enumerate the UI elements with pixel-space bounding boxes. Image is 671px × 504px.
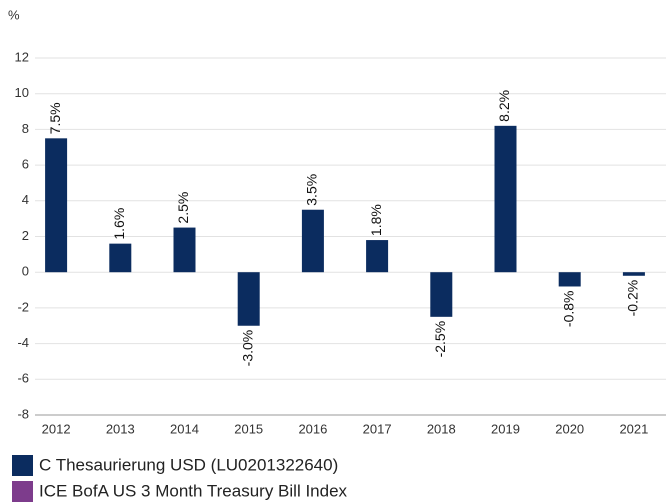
- legend-swatch: [12, 455, 33, 476]
- y-axis-label: %: [8, 7, 20, 22]
- y-tick-label: 0: [22, 264, 29, 279]
- bar: [558, 272, 581, 287]
- value-label: 3.5%: [304, 174, 320, 206]
- y-tick-label: 6: [22, 157, 29, 172]
- y-tick-label: 12: [15, 49, 29, 64]
- x-tick-label: 2016: [298, 421, 327, 436]
- value-label: -0.8%: [560, 290, 576, 327]
- bar: [301, 209, 324, 273]
- x-tick-label: 2021: [619, 421, 648, 436]
- x-tick-label: 2018: [427, 421, 456, 436]
- x-tick-label: 2014: [170, 421, 199, 436]
- y-tick-label: 4: [22, 192, 29, 207]
- bar: [622, 272, 645, 276]
- y-tick-label: 2: [22, 228, 29, 243]
- value-label: 1.8%: [368, 204, 384, 236]
- value-label: 2.5%: [175, 192, 191, 224]
- legend-label: C Thesaurierung USD (LU0201322640): [39, 455, 338, 474]
- bar: [366, 240, 389, 273]
- y-tick-label: 8: [22, 121, 29, 136]
- value-label: 1.6%: [111, 208, 127, 240]
- value-label: -0.2%: [625, 280, 641, 317]
- bar: [237, 272, 260, 326]
- legend-label: ICE BofA US 3 Month Treasury Bill Index: [39, 481, 348, 500]
- x-tick-label: 2017: [363, 421, 392, 436]
- bar: [109, 243, 132, 273]
- y-tick-label: -8: [17, 406, 29, 421]
- x-tick-label: 2012: [42, 421, 71, 436]
- value-label: -2.5%: [432, 321, 448, 358]
- y-tick-label: -6: [17, 371, 29, 386]
- legend-swatch: [12, 481, 33, 502]
- bar: [45, 138, 68, 273]
- y-tick-label: 10: [15, 85, 29, 100]
- x-tick-label: 2019: [491, 421, 520, 436]
- value-label: 7.5%: [47, 102, 63, 134]
- value-label: 8.2%: [496, 90, 512, 122]
- x-tick-label: 2020: [555, 421, 584, 436]
- x-tick-label: 2015: [234, 421, 263, 436]
- bar: [430, 272, 453, 317]
- value-label: -3.0%: [239, 330, 255, 367]
- bar: [494, 125, 517, 273]
- x-tick-label: 2013: [106, 421, 135, 436]
- y-tick-label: -4: [17, 335, 29, 350]
- y-tick-label: -2: [17, 299, 29, 314]
- bar: [173, 227, 196, 273]
